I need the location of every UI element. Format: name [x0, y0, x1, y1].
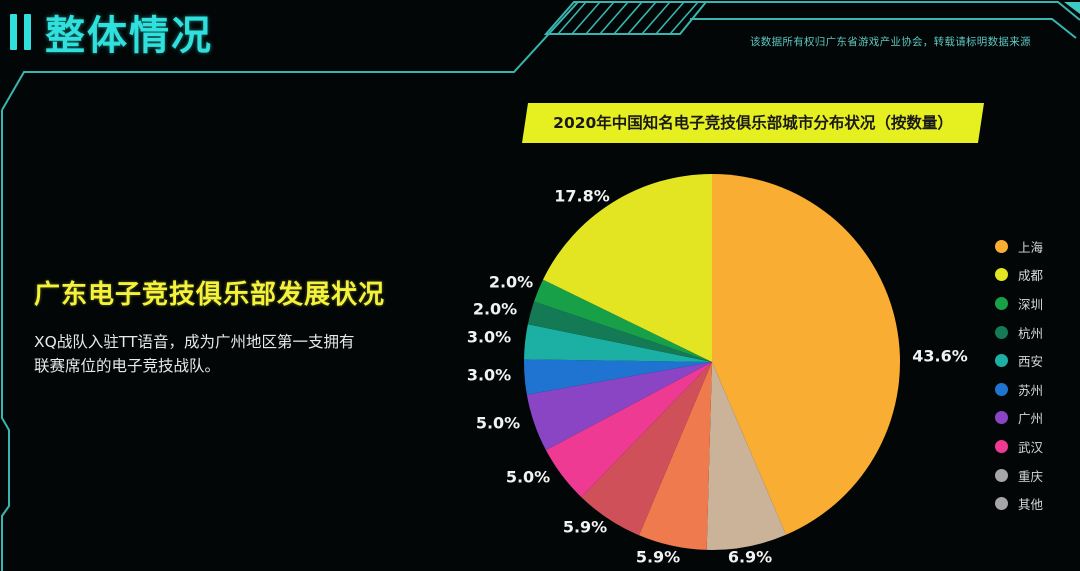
legend-label: 杭州: [1018, 325, 1044, 341]
legend-label: 深圳: [1018, 296, 1044, 312]
pie-value-label: 5.9%: [562, 517, 608, 537]
legend-label: 西安: [1018, 354, 1044, 370]
section-body-line: 联赛席位的电子竞技战队。: [34, 357, 221, 375]
section-body: XQ战队入驻TT语音，成为广州地区第一支拥有 联赛席位的电子竞技战队。: [34, 330, 434, 378]
legend-label: 广州: [1018, 411, 1044, 427]
legend-label: 上海: [1018, 239, 1044, 255]
pie-value-label: 17.8%: [554, 186, 610, 206]
pie-slice: [543, 174, 712, 362]
legend-dot-icon: [995, 411, 1008, 425]
legend-label: 其他: [1018, 497, 1044, 513]
legend-dot-icon: [995, 497, 1008, 511]
legend-label: 重庆: [1018, 468, 1044, 484]
pie-slice: [526, 362, 712, 451]
pie-value-label: 2.0%: [488, 272, 534, 292]
pie-slice: [706, 362, 787, 550]
chart-legend: 上海成都深圳杭州西安苏州广州武汉重庆其他: [995, 232, 1043, 518]
pie-value-label: 43.6%: [912, 346, 968, 366]
legend-dot-icon: [995, 439, 1008, 453]
legend-item: 苏州: [995, 375, 1043, 404]
pie-slice: [524, 359, 712, 395]
source-note: 该数据所有权归广东省游戏产业协会，转载请标明数据来源: [750, 36, 1031, 48]
legend-item: 深圳: [995, 289, 1043, 318]
pie-value-label: 3.0%: [466, 365, 512, 385]
chart-title: 2020年中国知名电子竞技俱乐部城市分布状况（按数量）: [553, 114, 953, 132]
pie-slice: [545, 362, 712, 498]
legend-item: 西安: [995, 346, 1043, 375]
legend-dot-icon: [995, 268, 1008, 282]
legend-dot-icon: [995, 325, 1008, 339]
pie-slice: [534, 279, 712, 362]
legend-item: 广州: [995, 404, 1043, 433]
pie-value-label: 3.0%: [466, 327, 512, 347]
legend-item: 上海: [995, 232, 1043, 261]
legend-label: 苏州: [1018, 382, 1044, 398]
legend-dot-icon: [995, 382, 1008, 396]
pie-value-label: 2.0%: [472, 299, 518, 319]
page-title: 整体情况: [10, 6, 213, 59]
legend-dot-icon: [995, 354, 1008, 368]
pie-slice: [527, 301, 712, 362]
pie-slice: [524, 324, 712, 362]
title-bars-icon: [10, 14, 31, 50]
pie-value-label: 5.0%: [505, 467, 551, 487]
legend-dot-icon: [995, 239, 1008, 253]
legend-item: 其他: [995, 489, 1043, 518]
pie-slice: [581, 362, 712, 536]
legend-dot-icon: [995, 296, 1008, 310]
legend-item: 武汉: [995, 432, 1043, 461]
pie-value-label: 5.9%: [635, 547, 681, 567]
pie-value-label: 6.9%: [727, 547, 773, 567]
section-body-line: XQ战队入驻TT语音，成为广州地区第一支拥有: [34, 333, 355, 351]
legend-item: 重庆: [995, 461, 1043, 490]
pie-slice: [639, 362, 712, 550]
section-heading: 广东电子竞技俱乐部发展状况: [34, 280, 386, 310]
legend-label: 武汉: [1018, 439, 1044, 455]
legend-dot-icon: [995, 468, 1008, 482]
page-title-text: 整体情况: [45, 13, 213, 59]
legend-item: 杭州: [995, 318, 1043, 347]
pie-slice: [712, 174, 900, 535]
legend-label: 成都: [1018, 268, 1044, 284]
pie-value-label: 5.0%: [475, 413, 521, 433]
chart-title-background: [522, 103, 984, 143]
chart-title-banner: 2020年中国知名电子竞技俱乐部城市分布状况（按数量）: [522, 101, 984, 143]
legend-item: 成都: [995, 261, 1043, 290]
